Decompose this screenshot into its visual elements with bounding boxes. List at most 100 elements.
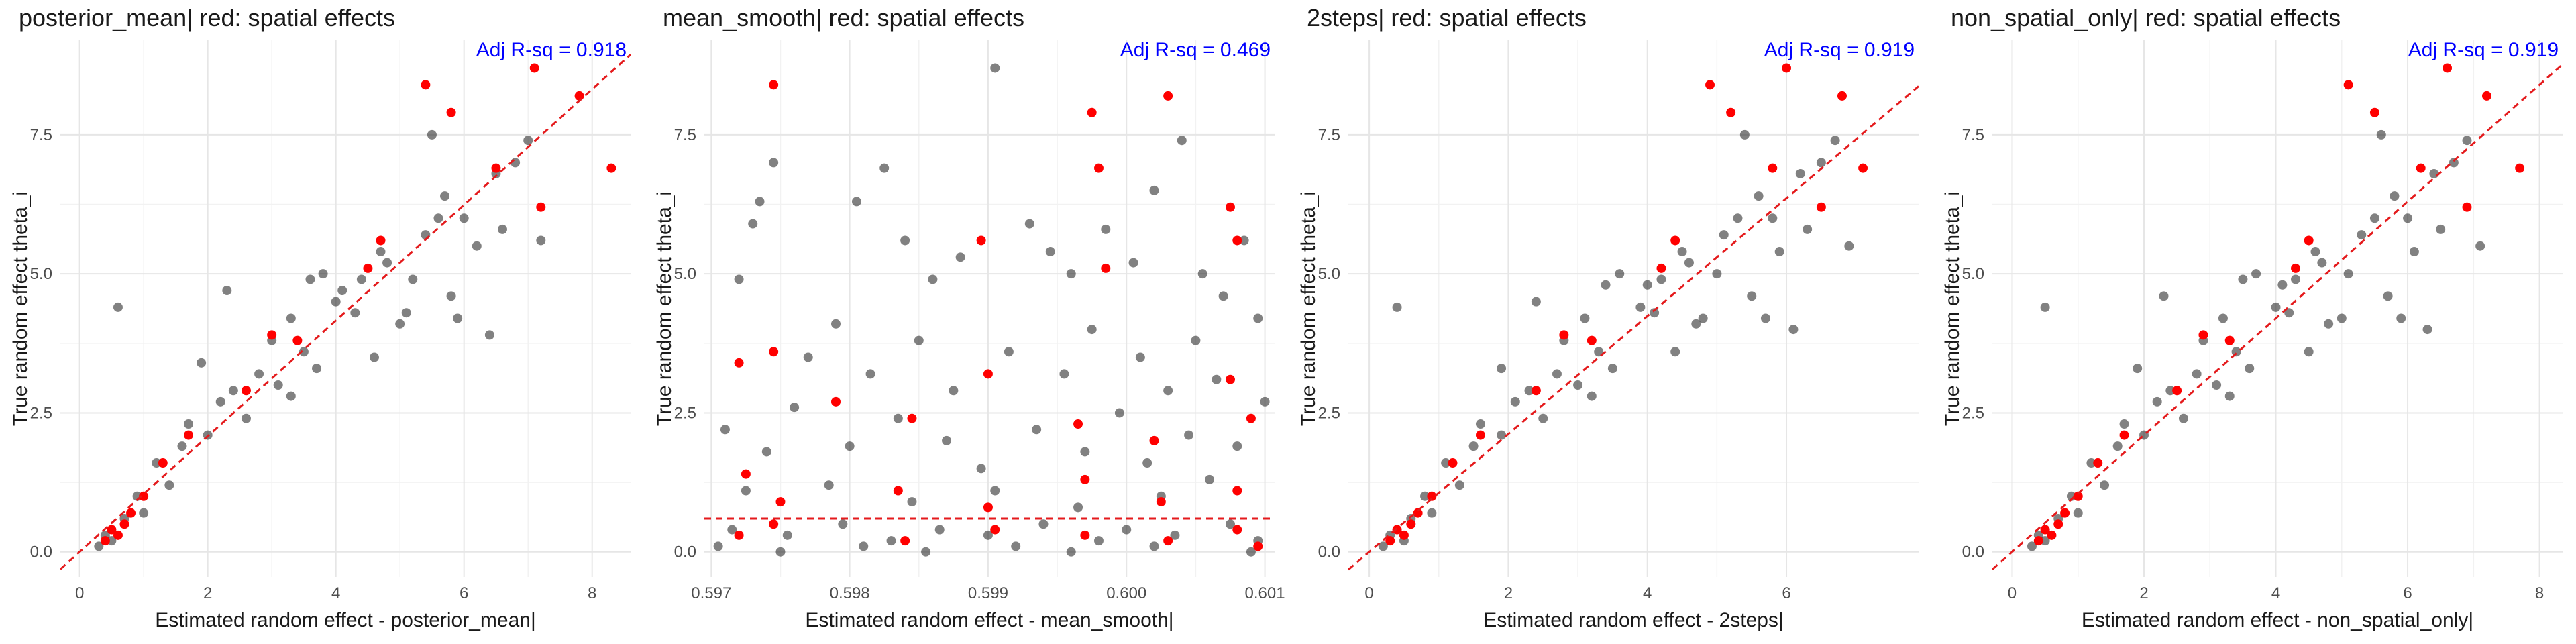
y-tick-label: 7.5 <box>674 126 696 144</box>
data-point <box>1156 497 1166 507</box>
data-point <box>2416 163 2426 173</box>
data-point <box>1552 369 1562 379</box>
data-point <box>1004 347 1014 357</box>
data-point <box>292 335 303 345</box>
y-tick-label: 5.0 <box>674 265 696 283</box>
data-point <box>286 391 296 401</box>
data-point <box>113 302 123 312</box>
data-point <box>1497 430 1507 440</box>
data-point <box>2027 541 2037 551</box>
data-point <box>2515 163 2525 173</box>
x-tick-label: 2 <box>203 584 212 602</box>
data-point <box>976 464 986 474</box>
data-point <box>1239 235 1249 246</box>
data-point <box>2053 519 2063 529</box>
data-point <box>1378 541 1388 551</box>
data-point <box>1615 269 1625 279</box>
data-point <box>177 441 187 451</box>
data-point <box>2178 413 2188 423</box>
data-point <box>459 213 469 223</box>
data-point <box>2449 158 2459 168</box>
data-point <box>2040 525 2050 535</box>
scatter-panel-non-spatial-only: 0 2 4 6 8 0.0 2.5 5.0 7.5 non_spatial_only| red:… <box>1932 0 2576 644</box>
data-point <box>1246 413 1256 423</box>
data-point <box>907 413 917 423</box>
data-point <box>1594 347 1604 357</box>
data-point <box>713 541 723 551</box>
data-point <box>1448 458 1458 468</box>
x-axis-label: Estimated random effect - mean_smooth| <box>805 609 1174 631</box>
data-point <box>1163 536 1173 546</box>
x-tick-label: 0 <box>75 584 84 602</box>
data-point <box>2133 364 2143 374</box>
plot-canvas: 0 2 4 6 8 0.0 2.5 5.0 7.5 <box>30 40 632 602</box>
data-point <box>427 129 437 140</box>
y-tick-label: 5.0 <box>30 265 52 283</box>
data-point <box>1858 163 1868 173</box>
data-point <box>1739 129 1750 140</box>
data-point <box>769 347 779 357</box>
panel-title: mean_smooth| red: spatial effects <box>663 4 1024 32</box>
data-point <box>1170 530 1180 540</box>
y-tick-label: 0.0 <box>674 543 696 561</box>
data-point <box>453 313 463 323</box>
panel-title: non_spatial_only| red: spatial effects <box>1951 4 2341 32</box>
data-point <box>184 430 194 440</box>
data-point <box>845 441 855 451</box>
data-point <box>254 369 264 379</box>
data-point <box>2192 369 2202 379</box>
x-tick-label: 0.598 <box>830 584 870 602</box>
plot-canvas: 0 2 4 6 0.0 2.5 5.0 7.5 <box>1318 40 1919 602</box>
data-point <box>1073 419 1083 429</box>
data-point <box>2310 247 2320 257</box>
data-point <box>1420 491 1430 501</box>
plot-canvas: 0 2 4 6 8 0.0 2.5 5.0 7.5 <box>1962 40 2563 602</box>
data-point <box>2047 530 2057 540</box>
data-point <box>2343 269 2353 279</box>
data-point <box>769 519 779 529</box>
data-point <box>2291 263 2301 273</box>
data-point <box>2443 63 2453 73</box>
data-point <box>775 497 786 507</box>
data-point <box>2198 330 2208 340</box>
data-point <box>942 435 952 445</box>
data-point <box>2093 458 2103 468</box>
data-point <box>376 247 386 257</box>
data-point <box>1691 319 1701 329</box>
data-point <box>734 358 744 368</box>
data-point <box>2409 247 2419 257</box>
data-point <box>1475 419 1485 429</box>
data-point <box>741 486 751 496</box>
data-point <box>1218 291 1228 301</box>
data-point <box>484 330 494 340</box>
y-tick-label: 0.0 <box>30 543 52 561</box>
data-point <box>376 235 386 246</box>
x-tick-label: 4 <box>331 584 340 602</box>
data-point <box>734 274 744 284</box>
data-point <box>1024 219 1034 229</box>
data-point <box>1066 547 1076 557</box>
data-point <box>1114 408 1124 418</box>
data-point <box>113 530 123 540</box>
x-tick-label: 2 <box>1504 584 1513 602</box>
data-point <box>382 258 392 268</box>
data-point <box>606 163 616 173</box>
data-point <box>934 525 945 535</box>
data-point <box>1816 202 1826 212</box>
data-point <box>421 80 431 90</box>
x-tick-label: 6 <box>2403 584 2412 602</box>
data-point <box>472 241 482 251</box>
data-point <box>2119 419 2129 429</box>
data-point <box>2429 168 2439 178</box>
data-point <box>369 352 379 362</box>
data-point <box>2462 202 2472 212</box>
data-point <box>312 364 322 374</box>
panel-title: 2steps| red: spatial effects <box>1307 4 1587 32</box>
x-tick-label: 0 <box>2008 584 2017 602</box>
data-point <box>1080 474 1090 484</box>
y-tick-label: 2.5 <box>1962 404 1984 422</box>
y-tick-label: 7.5 <box>30 126 52 144</box>
data-point <box>2317 258 2327 268</box>
data-point <box>1573 380 1583 390</box>
data-point <box>446 107 456 117</box>
